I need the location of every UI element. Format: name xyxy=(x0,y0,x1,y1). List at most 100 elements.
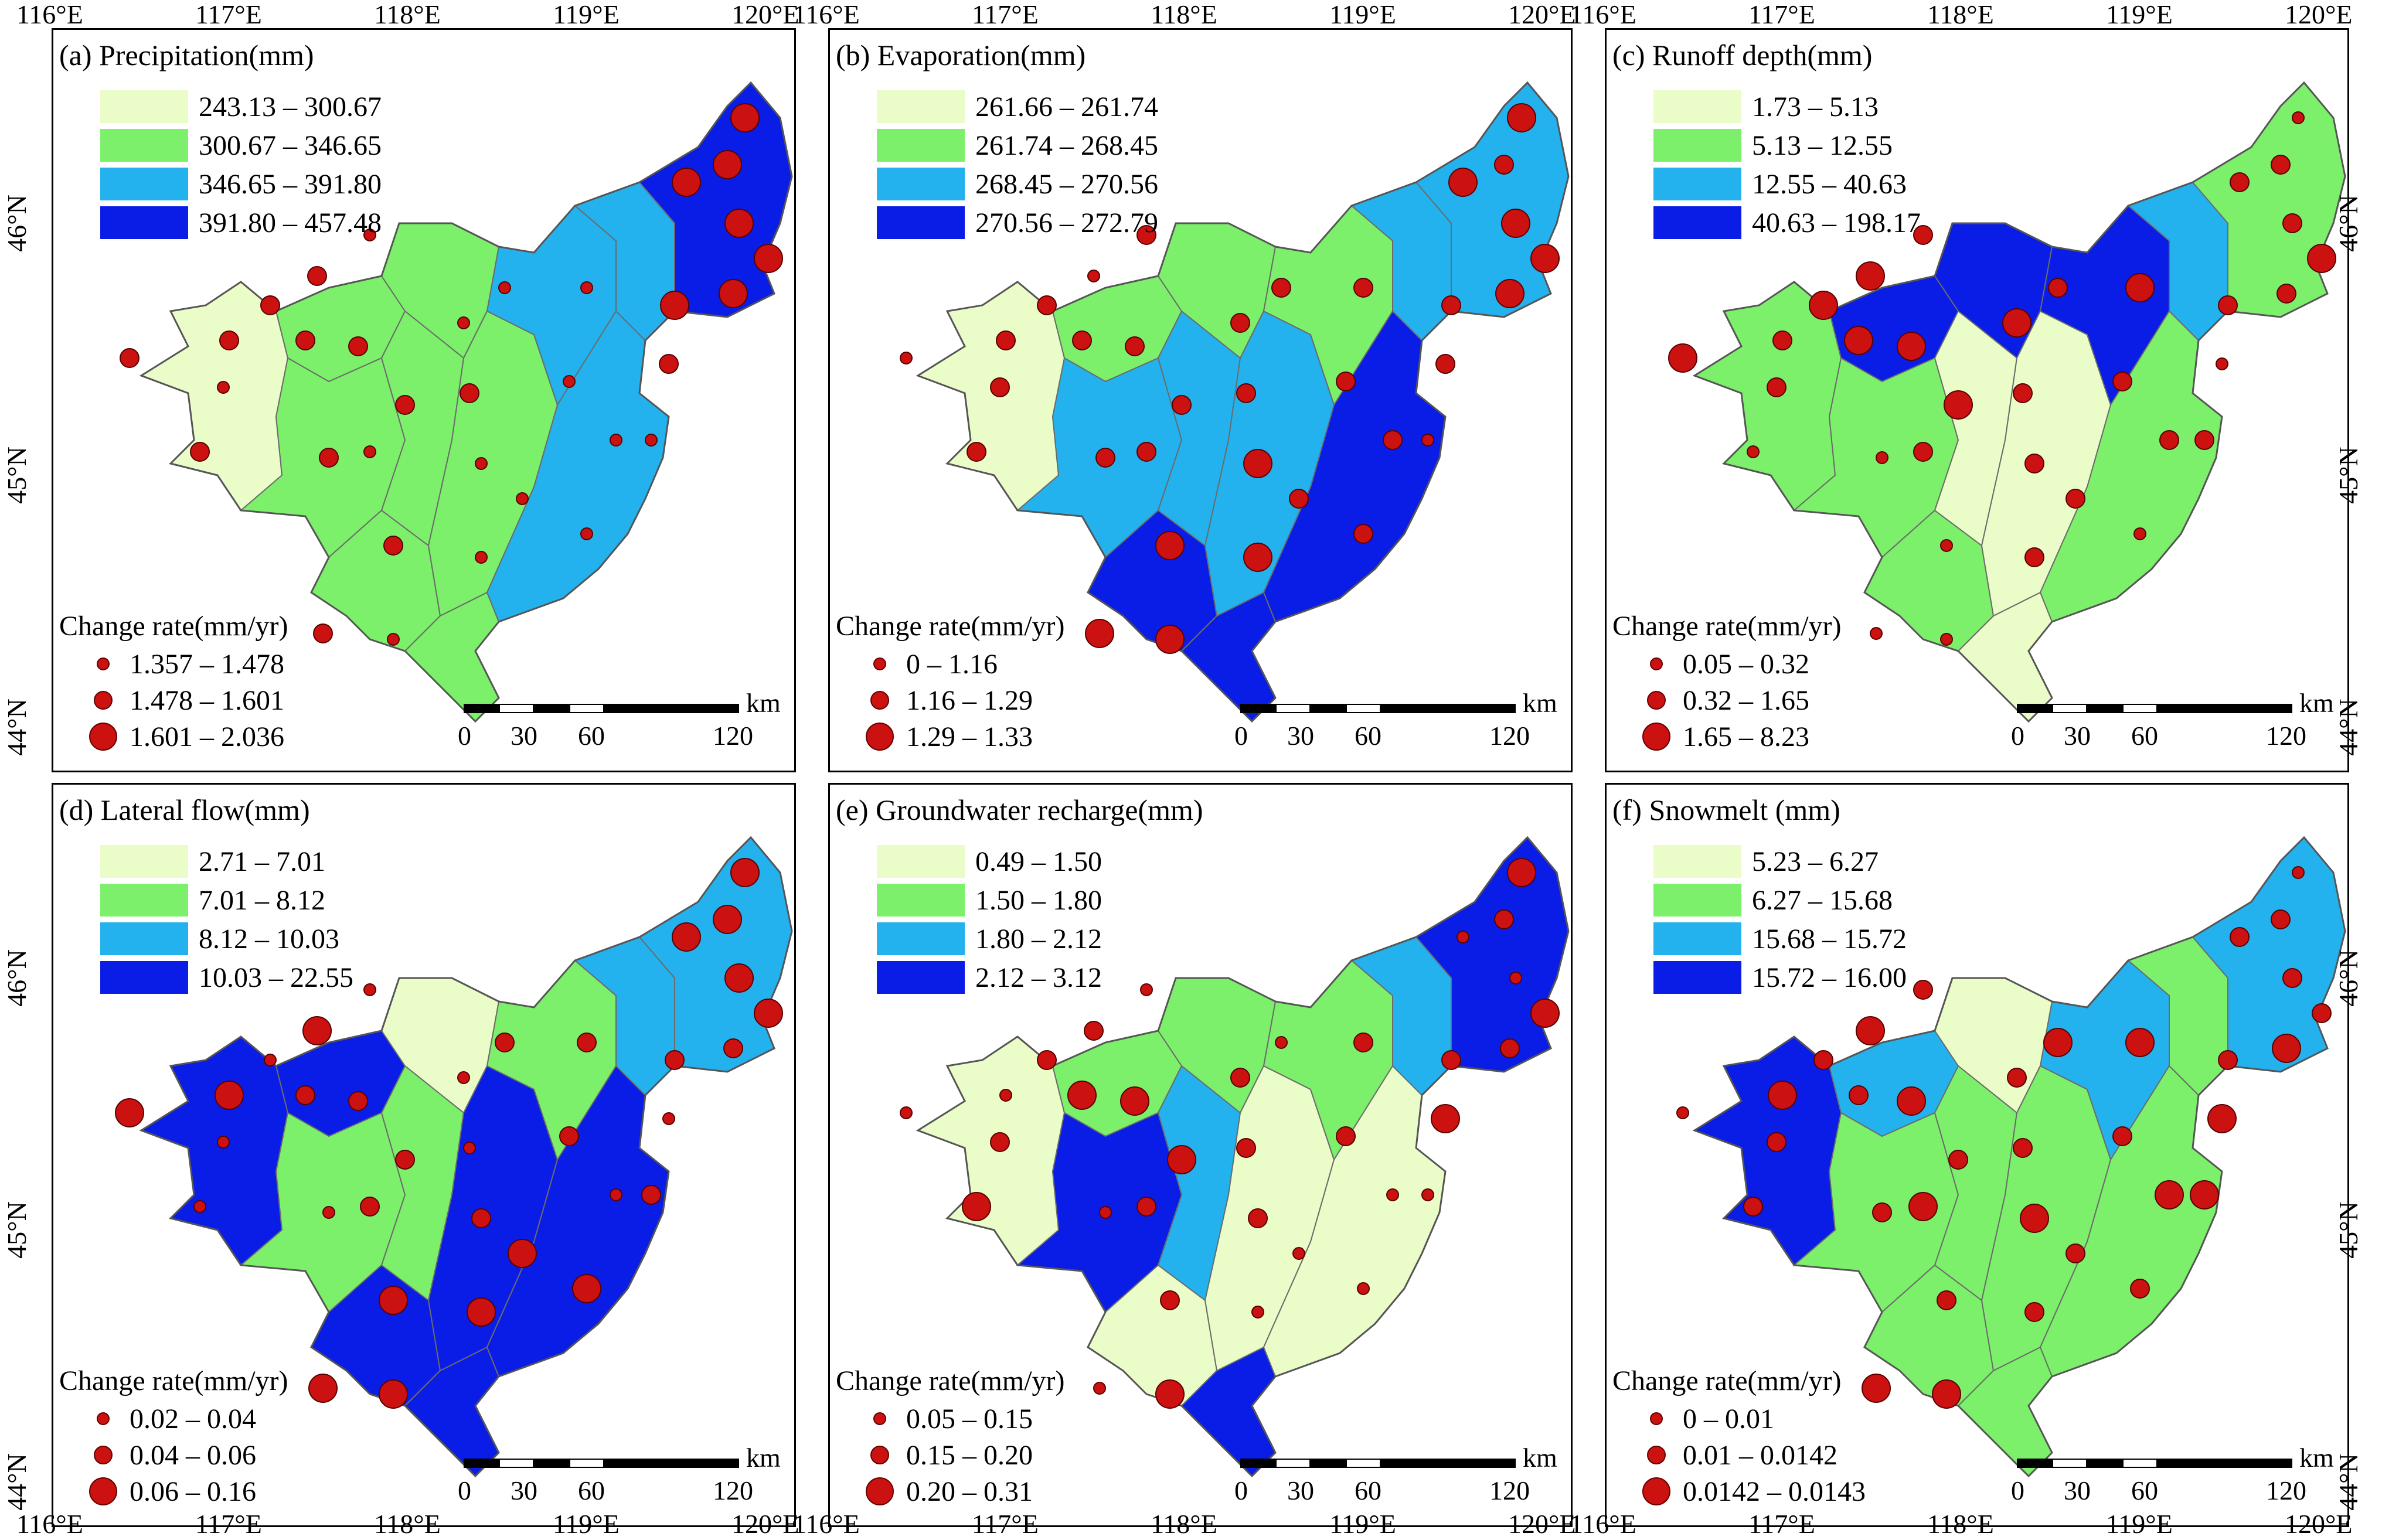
legend-swatch xyxy=(1653,90,1741,123)
basin-map xyxy=(900,836,1570,1478)
scale-bar: km 0 30 60 120 xyxy=(1234,688,1557,768)
change-rate-symbol xyxy=(873,1412,886,1425)
change-rate-dot xyxy=(1457,931,1469,943)
legend-class-label: 261.74 – 268.45 xyxy=(975,130,1158,161)
change-rate-dot xyxy=(1948,1150,1968,1170)
lon-label-top: 117°E xyxy=(972,0,1039,29)
change-rate-dot xyxy=(308,1374,338,1403)
change-rate-dot xyxy=(395,1150,415,1170)
change-rate-dot xyxy=(120,348,139,368)
class-legend: 0.49 – 1.50 1.50 – 1.80 1.80 – 2.12 2.12 – … xyxy=(877,842,1102,997)
lon-label-bottom: 120°E xyxy=(1508,1509,1576,1539)
scale-bar: km 0 30 60 120 xyxy=(2011,1443,2334,1523)
change-rate-dot xyxy=(1500,1038,1520,1058)
scale-bar-tick-label: 30 xyxy=(1287,1476,1314,1505)
basin-map xyxy=(900,81,1570,723)
scale-bar-segment xyxy=(2158,704,2292,713)
change-rate-dot xyxy=(2007,1068,2027,1088)
change-rate-dot xyxy=(730,103,760,132)
basin-outline xyxy=(139,81,793,723)
legend-class-label: 261.66 – 261.74 xyxy=(975,91,1158,122)
change-rate-dot xyxy=(1120,1086,1149,1116)
class-legend: 5.23 – 6.27 6.27 – 15.68 15.68 – 15.72 15.7… xyxy=(1653,842,1907,997)
change-rate-dot xyxy=(1872,1202,1892,1222)
change-rate-dot xyxy=(1160,1290,1180,1310)
change-rate-dot xyxy=(1087,270,1100,282)
change-rate-dot xyxy=(1421,434,1434,447)
change-rate-dot xyxy=(217,381,230,394)
change-rate-dot xyxy=(610,1188,622,1201)
legend-class-label: 5.13 – 12.55 xyxy=(1752,130,1893,161)
legend-class-label: 270.56 – 272.79 xyxy=(975,207,1158,239)
change-rate-dot xyxy=(1136,225,1156,245)
lat-label-left: 44°N xyxy=(1,1453,32,1511)
change-rate-label: 0.0142 – 0.0143 xyxy=(1683,1476,1866,1507)
change-rate-dot xyxy=(662,1112,675,1125)
change-rate-dot xyxy=(724,209,754,238)
change-rate-dot xyxy=(2112,372,2132,391)
change-rate-dot xyxy=(724,963,754,993)
change-rate-dot xyxy=(2065,489,2085,509)
scale-bar-segment xyxy=(464,1459,499,1468)
lon-label-bottom: 120°E xyxy=(731,1509,799,1539)
change-rate-dot xyxy=(996,331,1016,350)
change-rate-dot xyxy=(1441,295,1461,315)
legend-class-row: 6.27 – 15.68 xyxy=(1653,881,1907,919)
scale-bar-segment xyxy=(2087,704,2122,713)
scale-bar: km 0 30 60 120 xyxy=(2011,688,2334,768)
change-rate-row: 1.601 – 2.036 xyxy=(77,719,284,754)
legend-class-row: 5.13 – 12.55 xyxy=(1653,126,1921,165)
legend-class-row: 2.12 – 3.12 xyxy=(877,958,1102,997)
change-rate-label: 0.04 – 0.06 xyxy=(130,1439,256,1471)
change-rate-dot xyxy=(1084,1021,1104,1041)
change-rate-symbol xyxy=(94,691,113,710)
change-rate-dot xyxy=(1530,244,1560,273)
legend-class-label: 268.45 – 270.56 xyxy=(975,168,1158,200)
change-rate-dot xyxy=(1095,448,1115,468)
change-rate-dot xyxy=(2159,430,2179,450)
map-panel-5: (f) Snowmelt (mm) 5.23 – 6.27 6.27 – 15.6… xyxy=(1605,783,2349,1527)
change-rate-row: 0.06 – 0.16 xyxy=(77,1474,256,1509)
change-rate-dot xyxy=(360,1197,380,1217)
change-rate-dot xyxy=(580,281,593,294)
scale-bar-segment xyxy=(534,704,569,713)
class-legend: 2.71 – 7.01 7.01 – 8.12 8.12 – 10.03 10.03 … xyxy=(100,842,353,997)
change-rate-dot xyxy=(1501,209,1530,238)
legend-class-row: 12.55 – 40.63 xyxy=(1653,165,1921,203)
scale-bar-unit: km xyxy=(1523,1443,1557,1473)
change-rate-row: 0.04 – 0.06 xyxy=(77,1437,256,1473)
basin-map xyxy=(120,81,793,723)
change-rate-dot xyxy=(1937,1290,1956,1310)
change-rate-dot xyxy=(1336,1126,1356,1146)
change-rate-dot xyxy=(1876,451,1888,464)
change-rate-dot xyxy=(2271,909,2291,929)
lon-label-bottom: 116°E xyxy=(16,1509,83,1539)
scale-bar-segment xyxy=(569,704,604,713)
lon-label-top: 117°E xyxy=(1748,0,1815,29)
change-rate-dot xyxy=(467,1297,496,1327)
lon-label-top: 116°E xyxy=(793,0,860,29)
change-rate-dot xyxy=(2013,1138,2033,1158)
change-rate-dot xyxy=(990,1132,1010,1152)
lon-label-top: 120°E xyxy=(731,0,799,29)
scale-bar-segment xyxy=(2122,1459,2158,1468)
change-rate-symbol xyxy=(1647,691,1666,710)
scale-bar: km 0 30 60 120 xyxy=(458,1443,781,1523)
scale-bar-segment xyxy=(1240,1459,1275,1468)
basin-outline xyxy=(916,836,1570,1478)
lon-label-bottom: 116°E xyxy=(1570,1509,1636,1539)
change-rate-dot xyxy=(1441,1050,1461,1070)
legend-class-label: 2.12 – 3.12 xyxy=(975,962,1102,993)
lon-label-top: 120°E xyxy=(2285,0,2353,29)
change-rate-dot xyxy=(659,354,679,374)
change-rate-dot xyxy=(1243,543,1272,572)
change-rate-dot xyxy=(660,291,689,320)
change-rate-dot xyxy=(1275,1036,1288,1049)
panel-title: (b) Evaporation(mm) xyxy=(836,39,1086,71)
lon-label-bottom: 118°E xyxy=(1151,1509,1217,1539)
scale-bar-segment xyxy=(604,704,739,713)
change-rate-label: 0 – 1.16 xyxy=(906,648,998,680)
legend-swatch xyxy=(100,884,188,916)
change-rate-dot xyxy=(2282,213,2302,233)
change-rate-dot xyxy=(217,1136,230,1149)
